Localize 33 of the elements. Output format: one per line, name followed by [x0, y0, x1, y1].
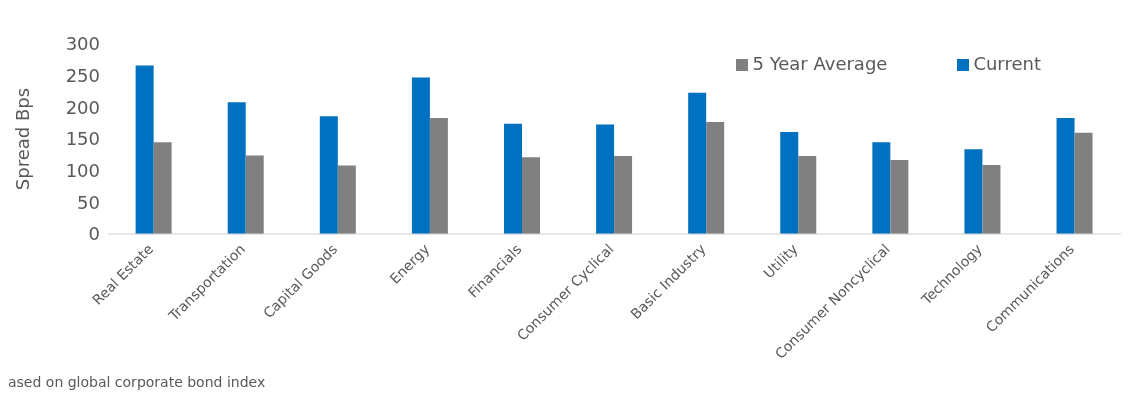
y-tick-label: 50 [77, 191, 100, 213]
bar [982, 164, 1001, 234]
y-axis-title: Spread Bps [12, 87, 34, 191]
bar [429, 118, 448, 234]
bar [780, 132, 799, 234]
y-tick-label: 100 [65, 160, 100, 182]
bar [964, 149, 983, 234]
bar [227, 102, 246, 234]
bar [596, 124, 615, 234]
bar [337, 165, 356, 234]
y-tick-label: 250 [65, 65, 100, 87]
legend-label: 5 Year Average [752, 53, 888, 74]
legend-label: Current [973, 53, 1041, 74]
bar [153, 142, 172, 234]
bar [798, 156, 817, 234]
bar [1056, 118, 1075, 234]
y-tick-label: 200 [65, 96, 100, 118]
bar [890, 159, 909, 234]
y-tick-label: 150 [65, 128, 100, 150]
bar [521, 157, 540, 234]
bar [1074, 132, 1093, 234]
bar [245, 155, 264, 234]
bar [614, 156, 633, 234]
bar [872, 142, 891, 234]
bar [503, 123, 522, 234]
bar [319, 116, 338, 234]
bar [706, 121, 725, 234]
y-tick-label: 0 [88, 223, 100, 245]
y-tick-label: 300 [65, 33, 100, 55]
text: ased on global corporate bond index [8, 374, 266, 390]
bar [411, 77, 430, 234]
bar [688, 92, 707, 234]
bar [135, 65, 154, 234]
